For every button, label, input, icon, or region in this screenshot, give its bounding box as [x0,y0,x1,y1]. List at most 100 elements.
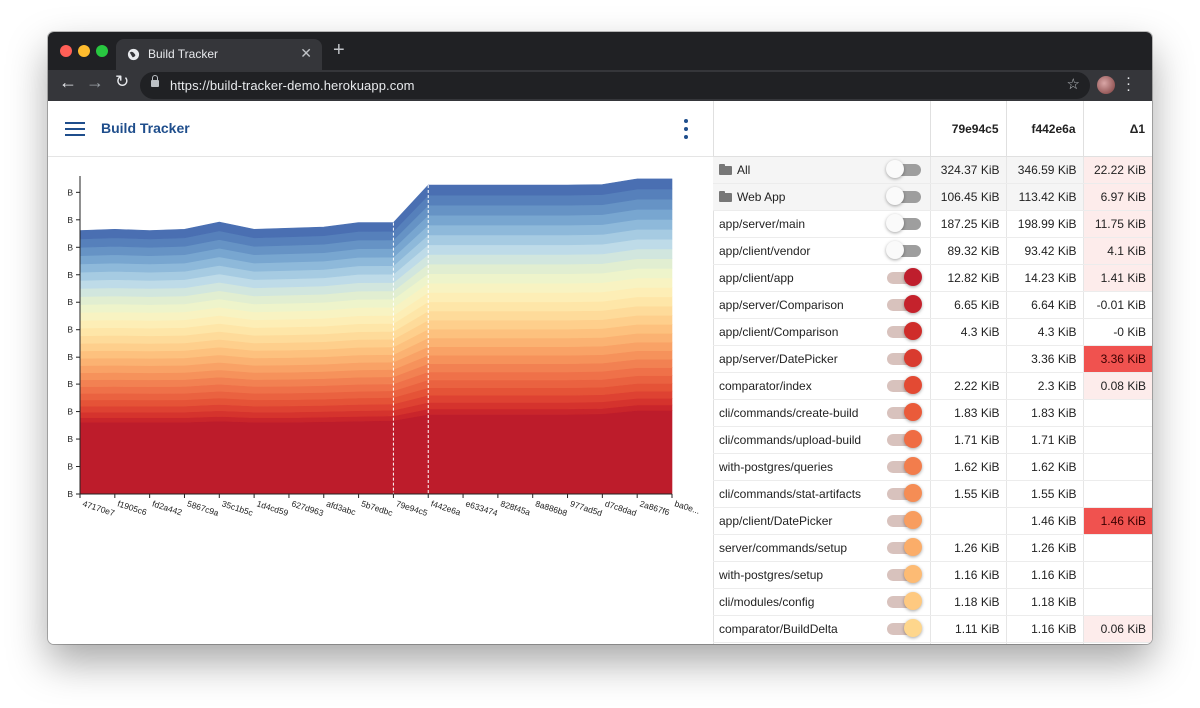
x-tick-label[interactable]: 2a867f6 [639,498,672,517]
back-arrow-icon[interactable]: ← [59,72,77,92]
profile-avatar[interactable] [1097,76,1115,94]
table-row: cli/commands/stat-artifacts 1.55 KiB 1.55 … [713,480,1152,508]
artifact-toggle[interactable] [886,187,921,205]
artifact-name-cell: app/client/Comparison [713,318,930,346]
delta-cell [1082,480,1152,508]
close-window-button[interactable] [60,45,72,57]
close-tab-icon[interactable]: ✕ [300,45,312,61]
delta-cell [1082,453,1152,481]
artifact-name-cell: cli/commands/create-build [713,399,930,427]
table-row: with-postgres/setup 1.16 KiB 1.16 KiB [713,561,1152,589]
table-row [713,642,1152,644]
artifact-name: app/server/main [719,217,806,231]
table-row: app/client/vendor 89.32 KiB 93.42 KiB 4.1 K… [713,237,1152,265]
artifact-toggle[interactable] [887,511,922,529]
x-tick-label[interactable]: f1905c6 [116,498,148,517]
artifact-toggle[interactable] [887,457,922,475]
artifact-name: cli/commands/upload-build [719,433,862,447]
folder-icon [719,191,732,202]
area-layer[interactable] [79,410,673,495]
forward-arrow-icon[interactable]: → [86,72,104,92]
delta-cell: 0.08 KiB [1082,372,1152,400]
artifact-toggle[interactable] [887,430,922,448]
maximize-window-button[interactable] [96,45,108,57]
artifact-toggle[interactable] [887,322,922,340]
artifact-toggle[interactable] [886,241,921,259]
size-cell: 106.45 KiB [929,183,1006,211]
artifact-toggle[interactable] [887,268,922,286]
header-commit-1[interactable]: 79e94c5 [929,101,1006,157]
build-size-area-chart[interactable]: 0 KiB 5 KiB 10 KiB 15 KiB 20 KiB 24 KiB 29 KiB… [68,165,708,585]
artifact-toggle[interactable] [887,538,922,556]
browser-menu-icon[interactable]: · · · [1126,69,1131,98]
x-tick-label[interactable]: f442e6a [430,498,463,517]
artifact-name-cell: app/server/main [713,210,930,238]
reload-icon[interactable]: ↻ [115,72,130,91]
x-tick-label[interactable]: 8a886b8 [534,498,569,518]
x-tick-label[interactable]: ba0e... [673,498,701,516]
artifact-name: app/server/DatePicker [719,352,838,366]
artifact-name: comparator/BuildDelta [719,622,838,636]
x-tick-label[interactable]: e633474 [464,498,499,518]
hamburger-menu-icon[interactable] [65,122,85,136]
x-tick-label[interactable]: 627d963 [290,498,325,518]
artifact-name: cli/commands/create-build [719,406,859,420]
x-tick-label[interactable]: 5b7edbc [360,498,395,518]
size-cell: 6.65 KiB [929,291,1006,319]
delta-cell: 1.46 KiB [1082,507,1152,535]
header-commit-2[interactable]: f442e6a [1005,101,1083,157]
size-cell: 1.26 KiB [929,534,1006,562]
artifact-toggle[interactable] [886,160,921,178]
x-tick-label[interactable]: 79e94c5 [395,498,429,518]
artifact-toggle[interactable] [887,565,922,583]
artifact-toggle[interactable] [887,295,922,313]
app-title: Build Tracker [101,120,190,136]
artifact-toggle[interactable] [887,484,922,502]
artifact-name: app/client/vendor [719,244,811,258]
size-cell: 1.71 KiB [1005,426,1083,454]
more-options-icon[interactable] [683,119,689,139]
size-cell [1005,642,1083,644]
table-row: comparator/BuildDelta 1.11 KiB 1.16 KiB 0.0… [713,615,1152,643]
x-tick-label[interactable]: 47170e7 [81,498,116,518]
artifact-name: app/client/app [719,271,794,285]
size-cell: 14.23 KiB [1005,264,1083,292]
bookmark-star-icon[interactable]: ☆ [1066,76,1080,93]
size-cell: 1.71 KiB [929,426,1006,454]
artifact-toggle[interactable] [887,349,922,367]
artifact-toggle[interactable] [887,376,922,394]
table-row: app/client/DatePicker 1.46 KiB 1.46 KiB [713,507,1152,535]
browser-tab[interactable]: Build Tracker ✕ [116,39,322,70]
x-tick-label[interactable]: 977ad5d [569,498,604,518]
size-cell: 113.42 KiB [1005,183,1083,211]
y-tick-label: 54 KiB [68,187,73,197]
header-delta[interactable]: Δ1 [1082,101,1152,157]
size-cell: 1.16 KiB [929,561,1006,589]
artifact-name-cell: comparator/BuildDelta [713,615,930,643]
x-tick-label[interactable]: afd3abc [325,498,358,517]
size-cell: 2.22 KiB [929,372,1006,400]
artifact-toggle[interactable] [887,592,922,610]
delta-cell: 22.22 KiB [1082,156,1152,184]
artifact-name-cell: app/server/Comparison [713,291,930,319]
x-tick-label[interactable]: d7c8dad [604,498,638,518]
x-tick-label[interactable]: 5867c9a [186,498,220,518]
new-tab-button[interactable]: + [333,39,345,61]
delta-cell: -0.01 KiB [1082,291,1152,319]
size-cell: 1.55 KiB [929,480,1006,508]
artifact-toggle[interactable] [887,619,922,637]
address-bar[interactable]: https://build-tracker-demo.herokuapp.com… [140,72,1090,99]
x-tick-label[interactable]: 35c1b5c [221,498,255,518]
artifact-toggle[interactable] [886,214,921,232]
artifact-toggle[interactable] [887,403,922,421]
x-tick-label[interactable]: 1d4cd59 [255,498,289,518]
artifact-name-cell: app/client/app [713,264,930,292]
size-cell: 3.36 KiB [1005,345,1083,373]
minimize-window-button[interactable] [78,45,90,57]
x-tick-label[interactable]: fd2a442 [151,498,184,517]
x-tick-label[interactable]: 828f45a [499,498,532,517]
delta-cell: 4.1 KiB [1082,237,1152,265]
area-layer[interactable] [79,178,673,240]
size-cell: 1.18 KiB [1005,588,1083,616]
delta-cell: 1.41 KiB [1082,264,1152,292]
